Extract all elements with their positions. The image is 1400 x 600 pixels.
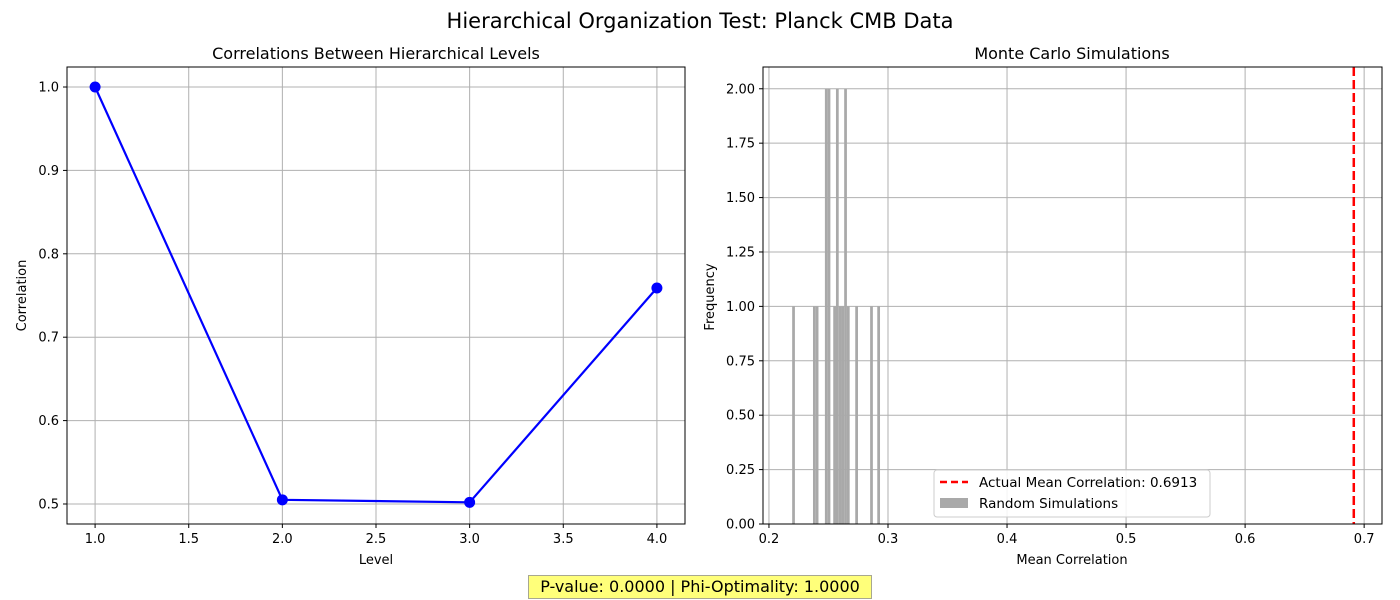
histogram-bar [877, 306, 881, 524]
histogram-ytick-label: 1.75 [726, 137, 755, 152]
figure-suptitle: Hierarchical Organization Test: Planck C… [447, 9, 954, 33]
line-chart-xtick-label: 1.0 [85, 532, 106, 547]
histogram-bar [841, 306, 845, 524]
line-chart-xtick-label: 1.5 [178, 532, 199, 547]
line-chart-ticks: 1.0 1.5 2.0 2.5 3.0 3.5 4.0 0.5 0.6 0.7 0.8 0.9 1.0 [38, 81, 667, 547]
line-chart-xtick-label: 2.0 [272, 532, 293, 547]
histogram-ytick-label: 0.25 [726, 463, 755, 478]
legend-label-actual: Actual Mean Correlation: 0.6913 [979, 475, 1197, 491]
legend-box [933, 469, 1211, 518]
histogram-bar [844, 88, 847, 524]
correlation-point [651, 282, 663, 294]
histogram-bar [833, 306, 836, 524]
line-chart-ytick-label: 0.5 [38, 497, 59, 512]
histogram-xtick-label: 0.6 [1235, 532, 1256, 547]
histogram-bar [827, 88, 831, 524]
line-chart-xtick-label: 3.5 [553, 532, 574, 547]
line-chart-xtick-label: 4.0 [647, 532, 668, 547]
histogram-xtick-label: 0.4 [997, 532, 1018, 547]
histogram-bar [855, 306, 858, 524]
histogram-legend: Actual Mean Correlation: 0.6913 Random S… [933, 469, 1211, 518]
histogram-bar [835, 88, 839, 524]
histogram-ticks: 0.2 0.3 0.4 0.5 0.6 0.7 0.00 0.25 0.50 0.75 1.00 1.… [726, 82, 1374, 547]
histogram-xtick-label: 0.3 [878, 532, 899, 547]
histogram-xtick-label: 0.7 [1354, 532, 1375, 547]
correlation-point [276, 494, 288, 506]
histogram-bar [870, 306, 873, 524]
correlation-point [89, 81, 101, 93]
histogram-bars [792, 88, 881, 524]
histogram-title: Monte Carlo Simulations [974, 44, 1169, 63]
line-chart-ylabel: Correlation [15, 260, 30, 332]
histogram-bar [815, 306, 819, 524]
line-chart-panel: Correlations Between Hierarchical Levels… [15, 44, 686, 568]
histogram-ytick-label: 0.75 [726, 354, 755, 369]
histogram-bar [824, 88, 828, 524]
histogram-frame [762, 66, 1383, 525]
line-chart-ytick-label: 0.6 [38, 414, 59, 429]
line-chart-frame [66, 66, 686, 525]
histogram-ytick-label: 0.50 [726, 409, 755, 424]
correlation-point [464, 496, 476, 508]
line-chart-ytick-label: 0.8 [38, 247, 59, 262]
line-chart-xtick-label: 3.0 [459, 532, 480, 547]
stats-footer: P-value: 0.0000 | Phi-Optimality: 1.0000 [528, 575, 872, 599]
histogram-ytick-label: 1.00 [726, 300, 755, 315]
histogram-xlabel: Mean Correlation [1016, 553, 1127, 568]
legend-label-random: Random Simulations [979, 496, 1118, 512]
line-chart-series [89, 81, 663, 508]
histogram-ytick-label: 0.00 [726, 518, 755, 533]
line-chart-ytick-label: 1.0 [38, 81, 59, 96]
line-chart-ytick-label: 0.9 [38, 164, 59, 179]
histogram-ytick-label: 2.00 [726, 82, 755, 97]
legend-patch-icon [940, 498, 968, 508]
line-chart-xtick-label: 2.5 [366, 532, 387, 547]
histogram-ylabel: Frequency [703, 263, 718, 330]
histogram-bar [792, 306, 795, 524]
histogram-bar [812, 306, 816, 524]
line-chart-ytick-label: 0.7 [38, 331, 59, 346]
histogram-xtick-label: 0.2 [759, 532, 780, 547]
histogram-bar [838, 306, 842, 524]
line-chart-title: Correlations Between Hierarchical Levels [212, 44, 540, 63]
histogram-ytick-label: 1.50 [726, 191, 755, 206]
line-chart-xlabel: Level [359, 553, 393, 568]
histogram-panel: Monte Carlo Simulations 0.2 0.3 0.4 0.5 0.6 0… [703, 44, 1383, 568]
histogram-xtick-label: 0.5 [1116, 532, 1137, 547]
histogram-ytick-label: 1.25 [726, 245, 755, 260]
correlation-series-line [94, 86, 658, 504]
line-chart-grid [67, 67, 685, 524]
histogram-bar [846, 306, 850, 524]
